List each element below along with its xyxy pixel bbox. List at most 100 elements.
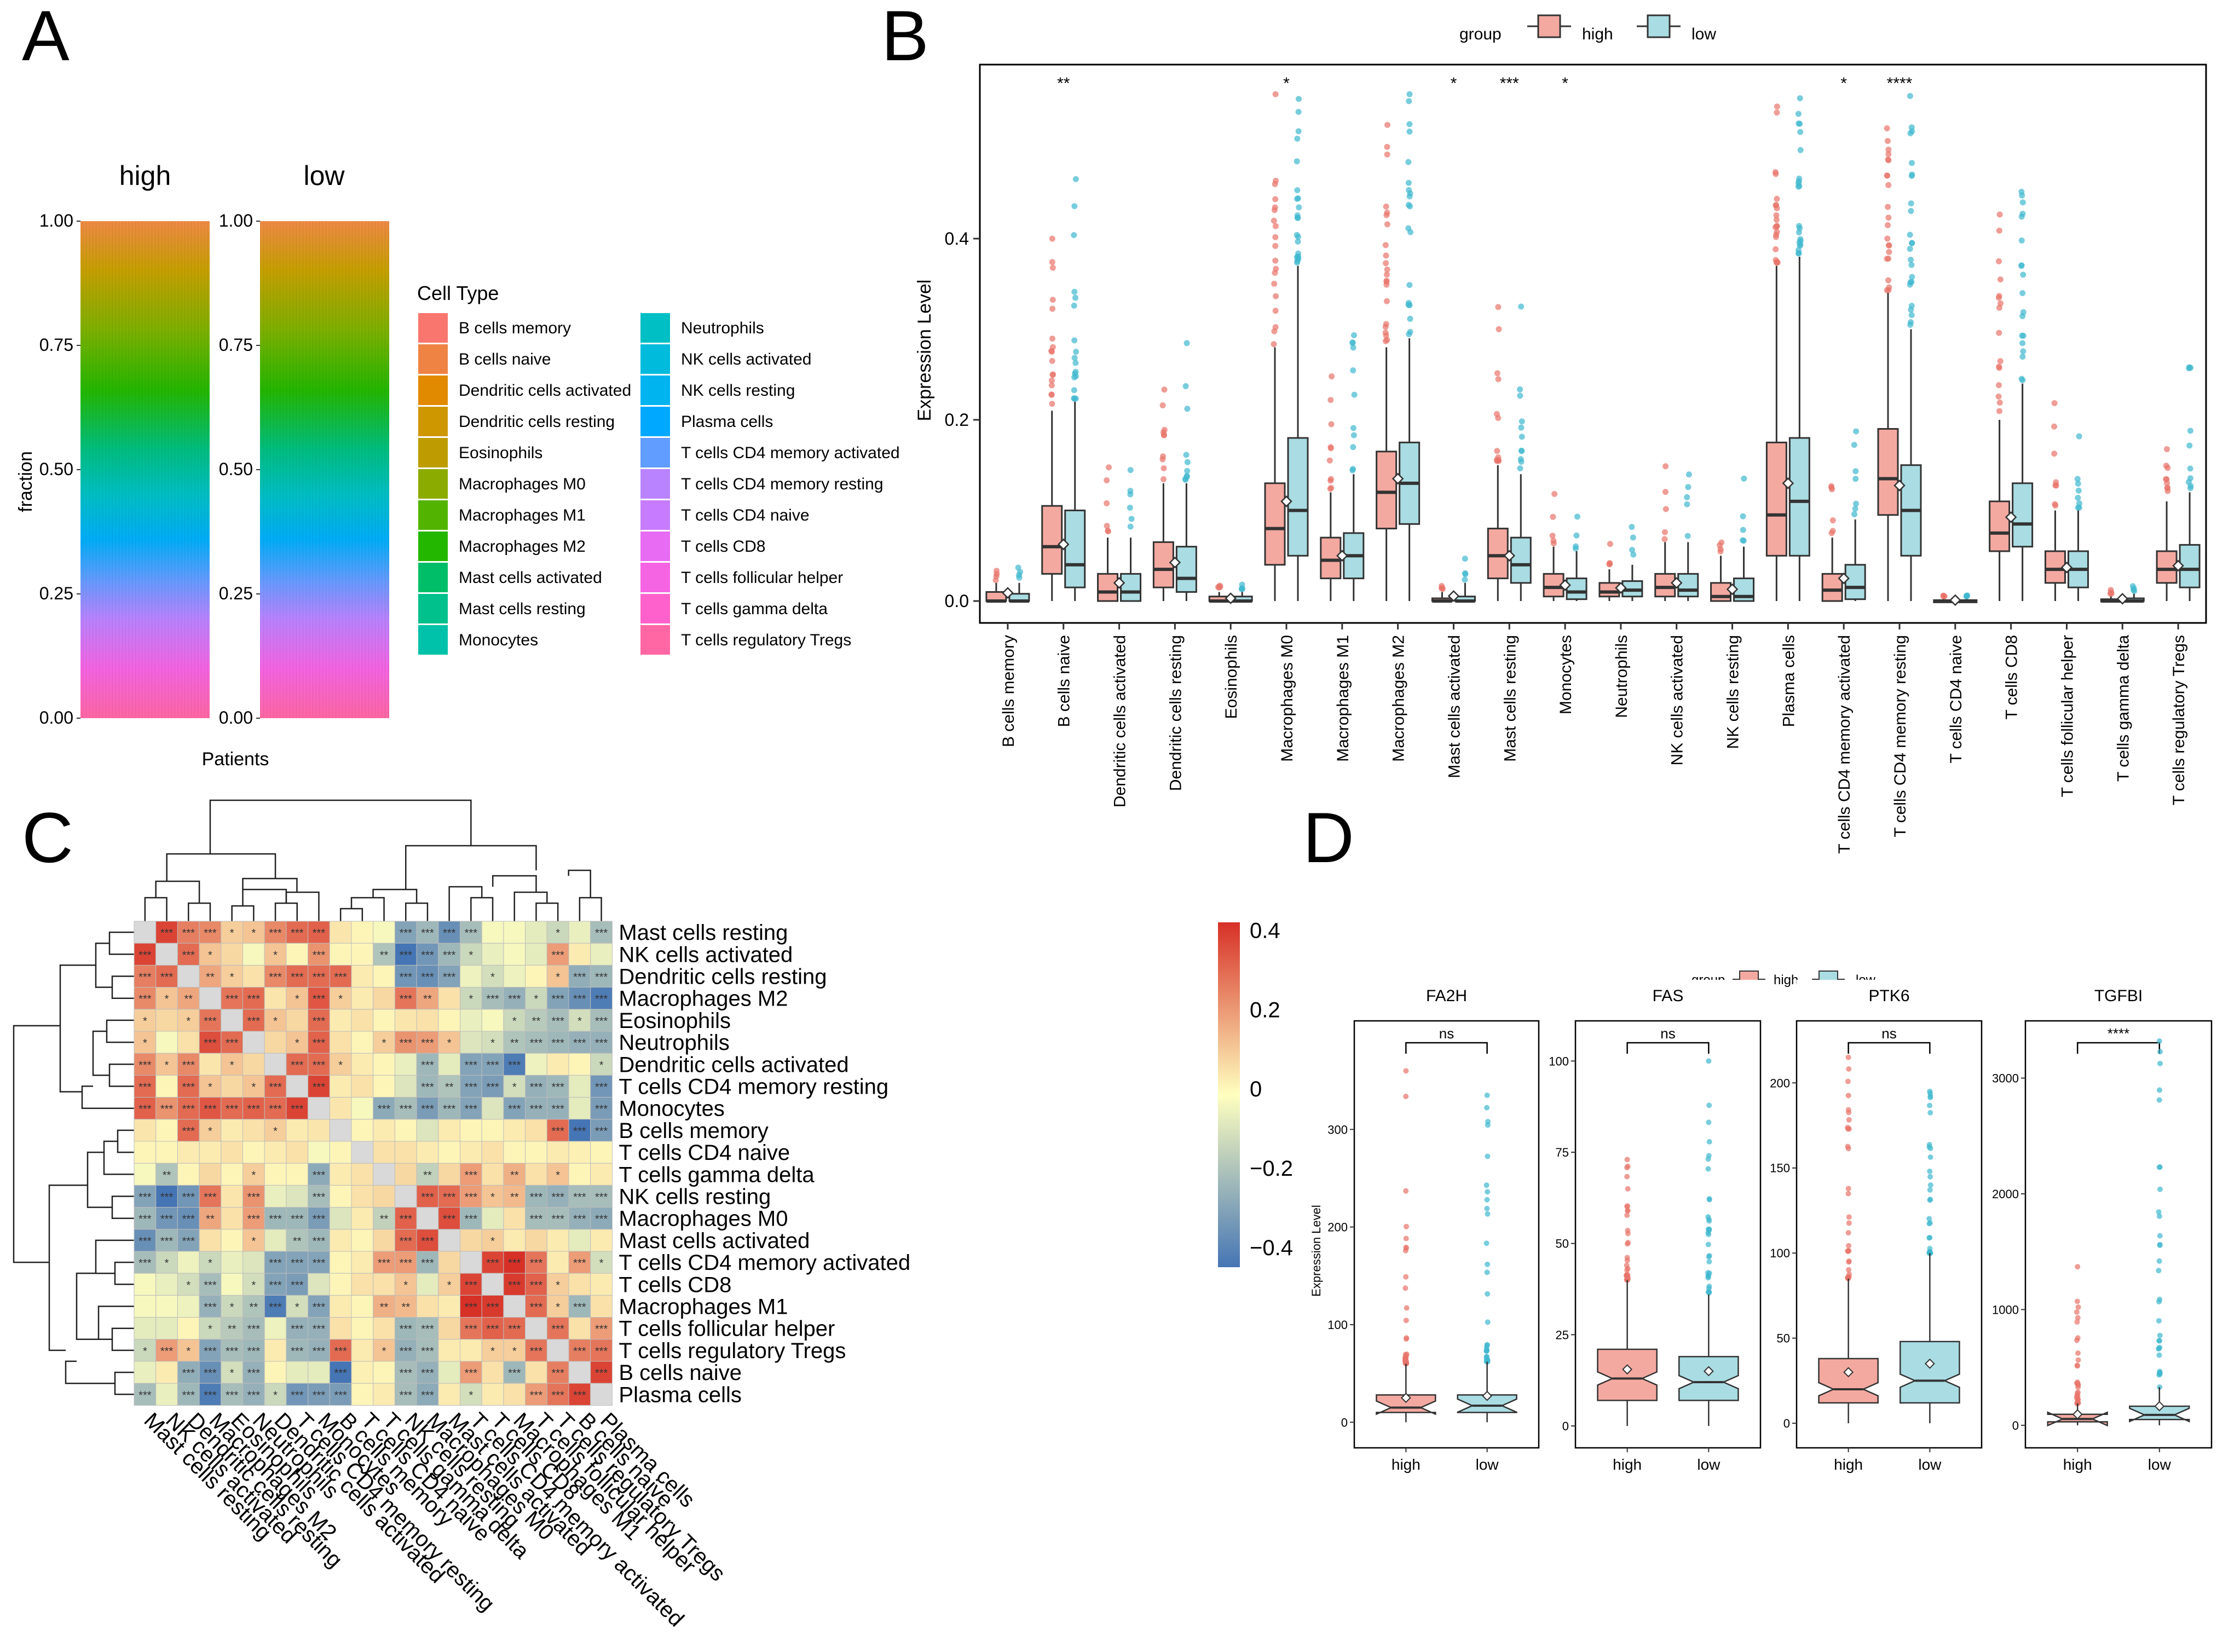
heatmap-cell-stars: *** (400, 1214, 413, 1226)
d-outlier-point (1705, 1166, 1711, 1172)
d-ytick-label: 50 (1556, 1237, 1569, 1251)
heatmap-cell-stars: *** (508, 1059, 521, 1071)
heatmap-cell (460, 1185, 482, 1208)
b-outlier-point (1271, 341, 1277, 348)
d-ytick-label: 2000 (1992, 1187, 2019, 1201)
d-box-low-ptk6 (1900, 1341, 1960, 1404)
heatmap-cell (221, 1229, 243, 1252)
heatmap-cell (286, 1141, 309, 1164)
heatmap-cell-stars: * (273, 1015, 278, 1027)
heatmap-cell (503, 1119, 526, 1142)
b-outlier-point (2018, 262, 2025, 269)
b-outlier-point (2053, 479, 2059, 486)
d-ytick-label: 100 (1327, 1318, 1348, 1332)
d-ytick-label: 0 (2012, 1419, 2019, 1432)
b-mean-marker (1726, 583, 1739, 596)
heatmap-cell-stars: *** (247, 1345, 261, 1358)
heatmap-cell (503, 1097, 526, 1120)
legend-label-t-cells-cd8: T cells CD8 (681, 538, 765, 556)
heatmap-cell (134, 987, 157, 1010)
heatmap-cell-stars: * (447, 1037, 452, 1049)
heatmap-cell (308, 1383, 330, 1406)
heatmap-cell (155, 1075, 178, 1098)
b-outlier-point (993, 568, 1000, 574)
heatmap-cell-stars: *** (595, 1192, 608, 1204)
heatmap-cell-stars: *** (226, 1037, 239, 1049)
heatmap-cell (525, 1229, 547, 1252)
b-box-high-dendritic-cells-activated (1097, 573, 1119, 602)
heatmap-cell (351, 1009, 374, 1032)
heatmap-cell (286, 1361, 309, 1384)
heatmap-cell (329, 1273, 352, 1296)
heatmap-cell (460, 1207, 482, 1230)
b-outlier-point (2019, 211, 2026, 217)
d-outlier-point (2074, 1363, 2080, 1369)
heatmap-cell (264, 1229, 287, 1252)
heatmap-cell-stars: * (295, 993, 299, 1006)
heatmap-cell (525, 1339, 547, 1362)
stacked-bar-high-texture (80, 221, 210, 718)
heatmap-cell-stars: *** (530, 1389, 543, 1401)
heatmap-cell (329, 1207, 352, 1230)
heatmap-cell (481, 1185, 504, 1208)
heatmap-row-t-cells-cd4-naive: T cells CD4 naive (619, 1141, 790, 1165)
d-outlier-point (2156, 1352, 2162, 1358)
b-outlier-point (1405, 159, 1412, 165)
heatmap-cell (373, 1383, 395, 1406)
b-outlier-point (1104, 477, 1110, 484)
b-box-high-b-cells-naive (1041, 505, 1063, 575)
b-outlier-point (1496, 326, 1502, 332)
d-outlier-point (1706, 1139, 1712, 1145)
heatmap-cell-stars: *** (595, 993, 608, 1006)
d-outlier-point (1403, 1318, 1409, 1324)
b-outlier-point (1519, 418, 1525, 425)
b-outlier-point (1550, 513, 1556, 520)
heatmap-cell-stars: *** (508, 1367, 521, 1379)
heatmap-cell (199, 1185, 222, 1208)
heatmap-cell (286, 1075, 309, 1098)
heatmap-cell (329, 1119, 352, 1142)
legend-swatch-t-cells-follicular-helper (640, 563, 670, 592)
heatmap-cell-stars: * (230, 1302, 234, 1314)
heatmap-cell (438, 1383, 460, 1406)
heatmap-cell-stars: *** (400, 1389, 413, 1401)
b-outlier-point (1049, 357, 1055, 364)
b-outlier-point (1909, 160, 1915, 166)
heatmap-cell (460, 1097, 482, 1120)
heatmap-cell (416, 1251, 439, 1274)
legend-label-t-cells-cd4-memory-resting: T cells CD4 memory resting (681, 475, 884, 493)
d-frame-fas (1574, 1020, 1762, 1449)
b-outlier-point (1351, 332, 1358, 338)
heatmap-cell (243, 1361, 265, 1384)
heatmap-cell (199, 1251, 222, 1274)
b-outlier-point (1797, 236, 1804, 242)
heatmap-cell-stars: *** (465, 1192, 478, 1204)
b-outlier-point (1573, 543, 1579, 550)
heatmap-cell-stars: *** (530, 1257, 543, 1269)
b-outlier-point (1048, 382, 1055, 389)
heatmap-cell (416, 964, 439, 988)
a-ytick-label-right: 0.00 (219, 708, 253, 727)
heatmap-cell-stars: ** (401, 1302, 410, 1314)
b-outlier-point (1773, 217, 1780, 223)
heatmap-cell (308, 1229, 330, 1252)
heatmap-cell (308, 1361, 330, 1384)
heatmap-cell-stars: *** (421, 1235, 434, 1247)
b-outlier-point (2187, 428, 2193, 434)
heatmap-cell (460, 1251, 482, 1274)
b-outlier-point (1071, 387, 1077, 394)
legend-label-macrophages-m2: Macrophages M2 (459, 538, 586, 556)
b-outlier-point (1406, 128, 1413, 135)
heatmap-cell (481, 1163, 504, 1186)
heatmap-cell (438, 1075, 460, 1098)
d-sig-bracket (1626, 1042, 1710, 1054)
b-outlier-point (2018, 376, 2025, 382)
b-outlier-point (1349, 340, 1356, 346)
heatmap-cell (134, 1097, 157, 1120)
d-outlier-point (1705, 1241, 1711, 1247)
heatmap-cell-stars: *** (247, 993, 261, 1006)
d-outlier-point (1846, 1220, 1852, 1226)
panel-b-boxplot: group high low Expression Level 0.0 0.2 0.… (914, 14, 2207, 854)
b-ytick-label: 0.4 (945, 229, 969, 249)
d-outlier-point (2156, 1164, 2162, 1170)
